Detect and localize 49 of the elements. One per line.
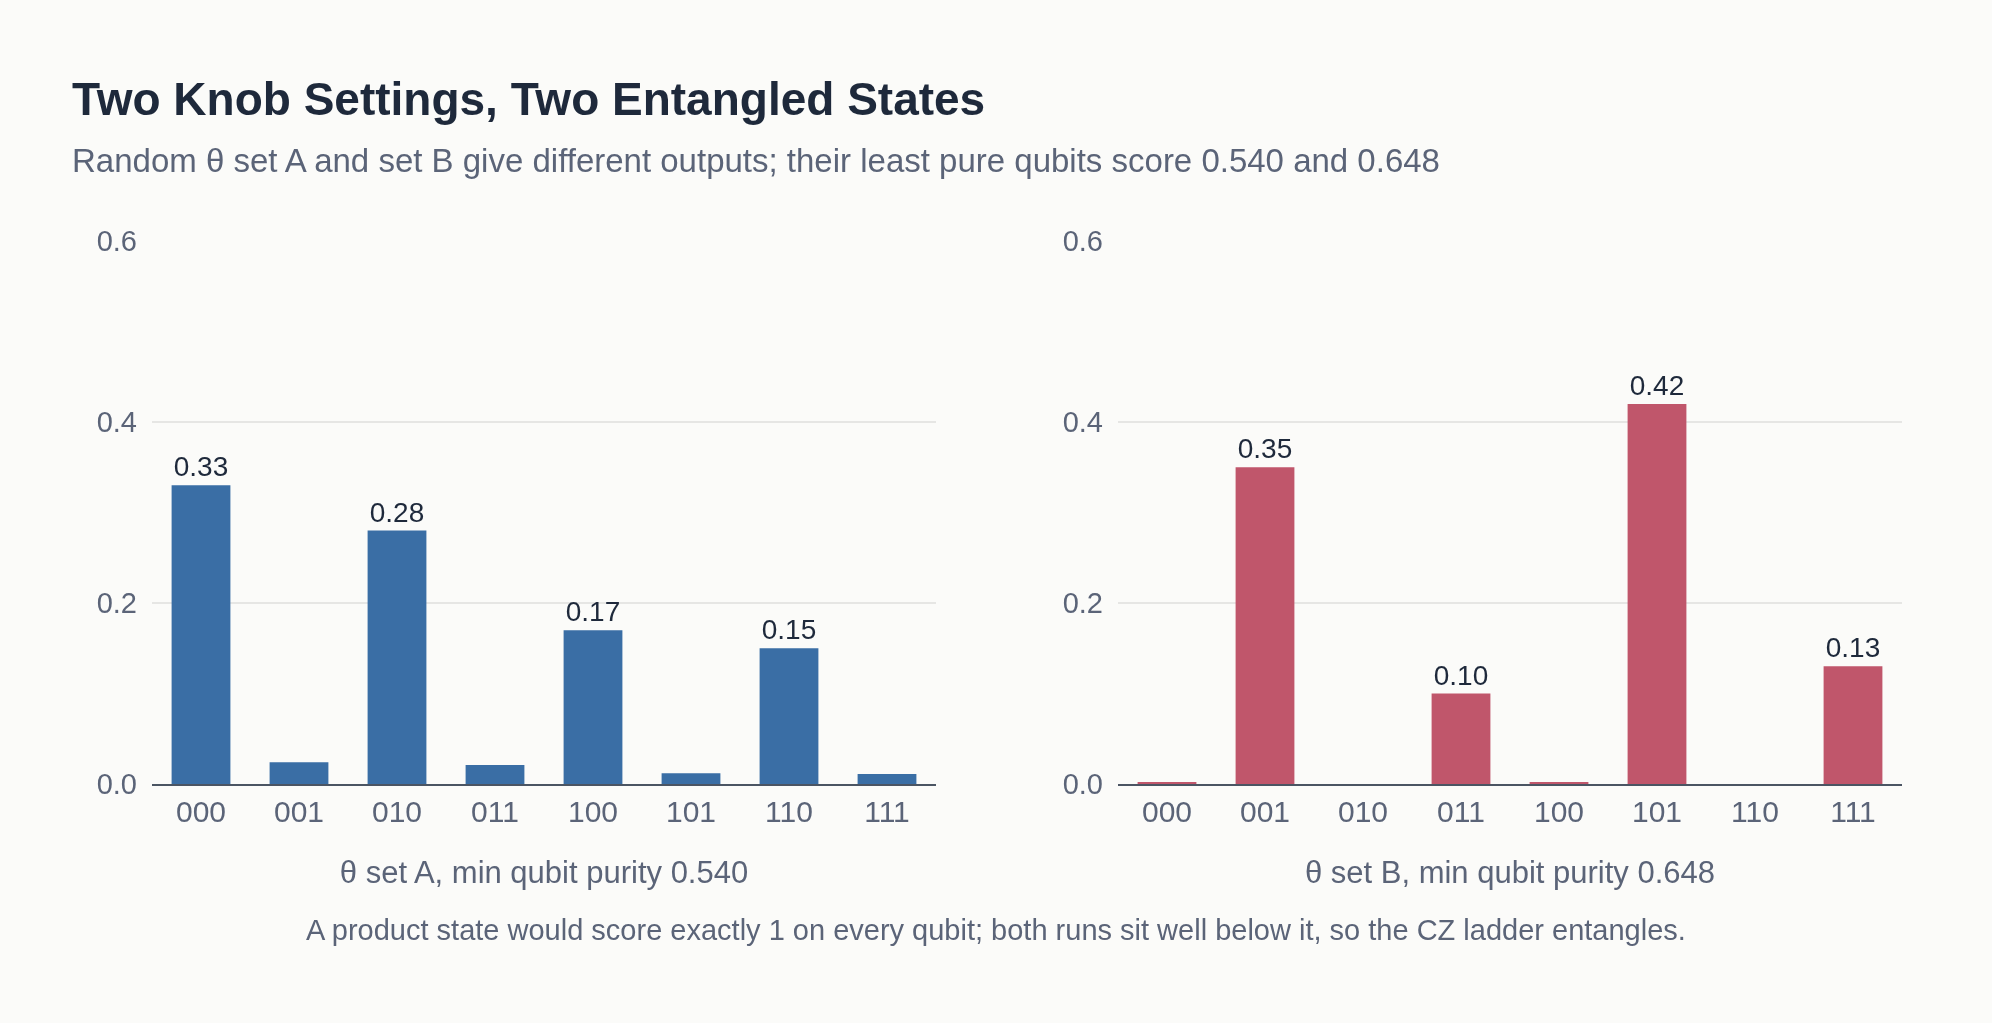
- bar: [661, 773, 721, 784]
- x-tick-label: 011: [1437, 795, 1485, 828]
- x-tick-label: 011: [471, 795, 519, 828]
- bar: [465, 765, 525, 784]
- x-tick-label: 010: [1337, 795, 1389, 828]
- x-tick-label: 000: [1141, 795, 1193, 828]
- y-tick-label: 0.2: [96, 587, 137, 620]
- bar: [759, 648, 819, 784]
- x-tick-label: 010: [371, 795, 423, 828]
- bar: [1627, 403, 1687, 784]
- data-label: 0.33: [173, 451, 229, 483]
- y-tick-label: 0.4: [1062, 406, 1103, 439]
- x-tick-label: 100: [1533, 795, 1585, 828]
- bar: [857, 774, 917, 784]
- data-label: 0.42: [1629, 369, 1685, 401]
- y-tick-label: 0.6: [1062, 225, 1103, 258]
- y-tick-label: 0.0: [96, 768, 137, 801]
- data-label: 0.35: [1237, 433, 1293, 465]
- x-tick-label: 000: [175, 795, 227, 828]
- x-tick-label: 110: [1731, 795, 1779, 828]
- bar: [1431, 693, 1491, 784]
- x-tick-label: 101: [1631, 795, 1683, 828]
- x-tick-label: 100: [567, 795, 619, 828]
- y-tick-label: 0.4: [96, 406, 137, 439]
- bar: [1235, 467, 1295, 784]
- data-label: 0.17: [565, 596, 621, 628]
- chart-subtitle: Random θ set A and set B give different outputs; their least pure qubits score 0.540 and 0.648: [72, 142, 1440, 179]
- x-tick-label: 001: [1239, 795, 1291, 828]
- y-tick-label: 0.2: [1062, 587, 1103, 620]
- bar: [1823, 666, 1883, 784]
- data-label: 0.10: [1433, 659, 1489, 691]
- bar: [367, 530, 427, 784]
- x-axis-title: θ set B, min qubit purity 0.648: [1304, 854, 1716, 890]
- bar: [269, 762, 329, 784]
- x-tick-label: 001: [273, 795, 325, 828]
- x-tick-label: 110: [765, 795, 813, 828]
- y-tick-label: 0.0: [1062, 768, 1103, 801]
- bar: [171, 485, 231, 784]
- x-tick-label: 111: [864, 795, 910, 828]
- data-label: 0.15: [761, 614, 817, 646]
- x-tick-label: 101: [665, 795, 717, 828]
- y-tick-label: 0.6: [96, 225, 137, 258]
- bar: [563, 630, 623, 784]
- text: A product state would score exactly 1 on every qubit; both runs sit well below it, so the CZ ladder entangles.: [306, 914, 1686, 946]
- x-tick-label: 111: [1830, 795, 1876, 828]
- chart-title: Two Knob Settings, Two Entangled States: [72, 73, 986, 125]
- data-label: 0.13: [1825, 632, 1881, 664]
- x-axis-title: θ set A, min qubit purity 0.540: [339, 854, 749, 890]
- data-label: 0.28: [369, 496, 425, 528]
